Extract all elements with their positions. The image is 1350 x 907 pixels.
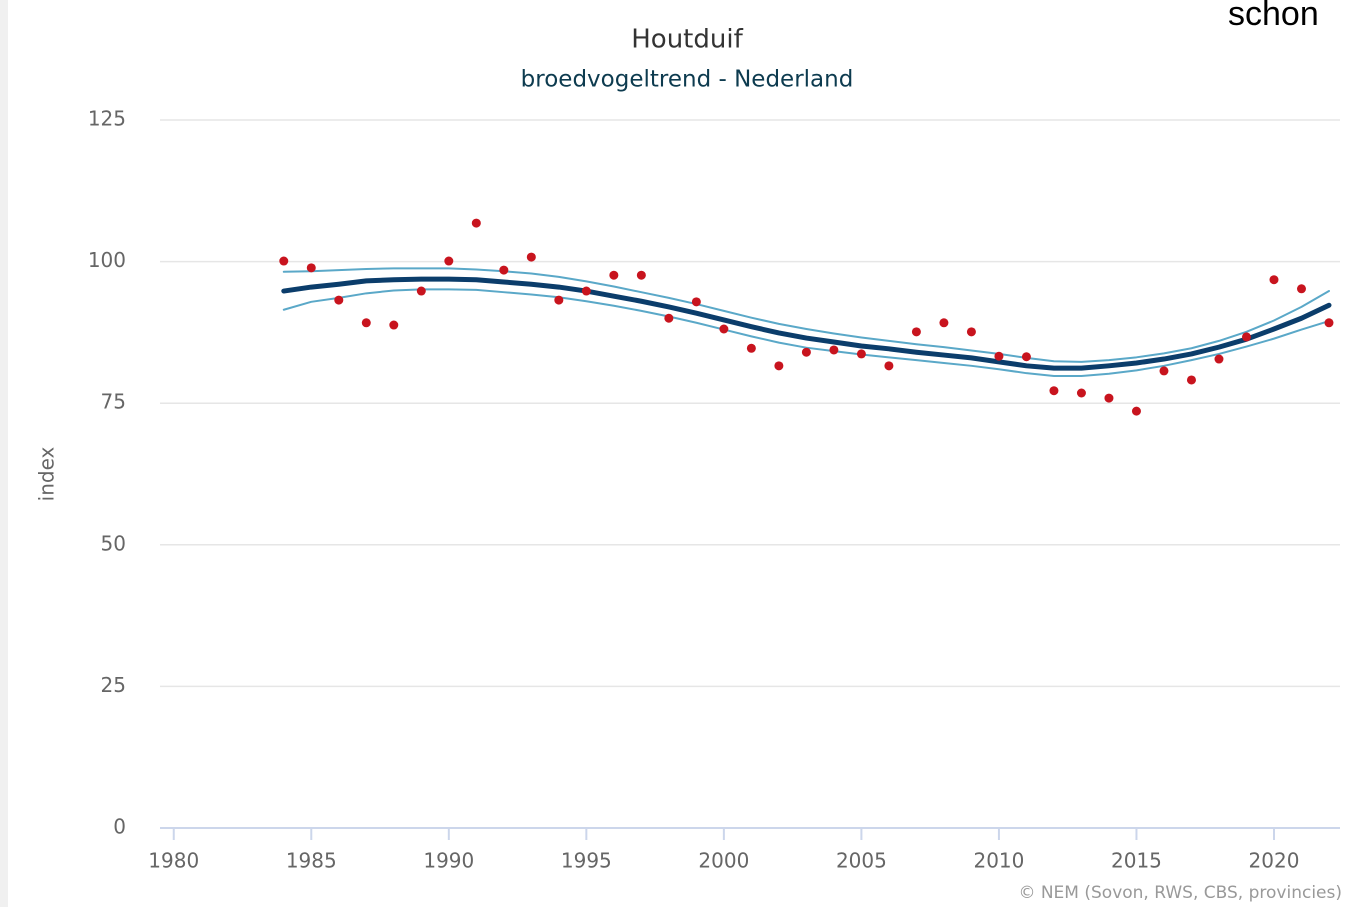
data-point <box>746 343 756 353</box>
data-point <box>499 265 509 275</box>
data-point <box>994 351 1004 361</box>
data-point <box>1131 406 1141 416</box>
credit: © NEM (Sovon, RWS, CBS, provincies) <box>1018 883 1342 903</box>
chart-title: Houtduif <box>631 25 743 55</box>
data-point <box>911 327 921 337</box>
x-tick-label: 2010 <box>973 849 1024 873</box>
data-point <box>774 361 784 371</box>
data-point <box>691 297 701 307</box>
chart-subtitle: broedvogeltrend - Nederland <box>521 67 854 93</box>
data-point <box>829 345 839 355</box>
data-point <box>471 218 481 228</box>
x-tick-label: 2020 <box>1249 849 1300 873</box>
data-point <box>609 270 619 280</box>
trend-line <box>282 267 1330 363</box>
x-tick-label: 2000 <box>698 849 749 873</box>
data-point <box>526 252 536 262</box>
trend-line <box>281 276 1332 371</box>
data-point <box>664 313 674 323</box>
data-point <box>581 286 591 296</box>
data-point <box>966 327 976 337</box>
data-point <box>939 318 949 328</box>
data-point <box>856 349 866 359</box>
y-axis-label: index <box>35 446 59 501</box>
x-tick-label: 1995 <box>561 849 612 873</box>
data-point <box>1269 275 1279 285</box>
data-point <box>1296 284 1306 294</box>
x-tick-label: 2015 <box>1111 849 1162 873</box>
y-tick-label: 25 <box>101 673 126 697</box>
y-tick-label: 0 <box>113 815 126 839</box>
data-point <box>1159 366 1169 376</box>
data-point <box>719 324 729 334</box>
data-point <box>1104 393 1114 403</box>
x-tick-label: 1990 <box>423 849 474 873</box>
data-point <box>884 361 894 371</box>
left-strip <box>0 0 8 907</box>
data-point <box>801 347 811 357</box>
data-point <box>636 270 646 280</box>
corner-text: schon <box>1228 0 1319 33</box>
data-point <box>1076 388 1086 398</box>
x-tick-label: 1985 <box>286 849 337 873</box>
data-point <box>1021 352 1031 362</box>
data-point <box>444 256 454 266</box>
y-tick-label: 125 <box>88 107 126 131</box>
y-tick-label: 50 <box>101 531 126 555</box>
data-point <box>306 263 316 273</box>
data-point <box>416 286 426 296</box>
data-point <box>1186 375 1196 385</box>
data-point <box>361 318 371 328</box>
data-point <box>554 295 564 305</box>
data-point <box>1241 332 1251 342</box>
x-tick-label: 2005 <box>836 849 887 873</box>
y-tick-label: 75 <box>101 390 126 414</box>
trend-line <box>282 288 1330 378</box>
data-point <box>1214 354 1224 364</box>
x-tick-label: 1980 <box>148 849 199 873</box>
y-tick-label: 100 <box>88 248 126 272</box>
data-point <box>1324 318 1334 328</box>
data-point <box>389 320 399 330</box>
data-point <box>1049 386 1059 396</box>
data-point <box>279 256 289 266</box>
data-point <box>334 295 344 305</box>
